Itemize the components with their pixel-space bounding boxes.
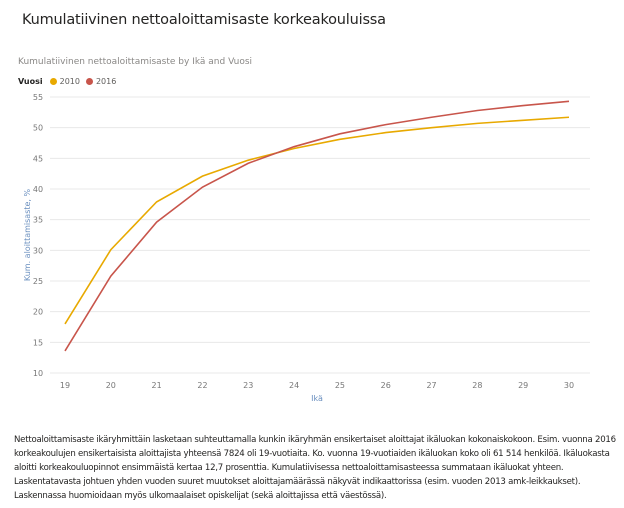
x-tick-label: 23 — [243, 381, 253, 390]
x-tick-label: 25 — [335, 381, 345, 390]
x-tick-label: 27 — [426, 381, 436, 390]
legend-marker-2016 — [85, 78, 93, 85]
y-tick-label: 50 — [33, 124, 43, 133]
x-tick-label: 19 — [60, 381, 70, 390]
x-tick-label: 29 — [518, 381, 528, 390]
legend-item-2016[interactable]: 2016 — [95, 77, 117, 86]
y-tick-label: 45 — [33, 154, 43, 163]
y-tick-label: 35 — [33, 216, 43, 225]
description-line: korkeakoulujen ensikertaisista aloittaji… — [14, 449, 610, 459]
x-tick-label: 30 — [564, 381, 574, 390]
line-chart: 10 15 20 25 30 35 40 45 50 55 19 20 21 22 23 24 25 26 27 28… — [23, 93, 590, 403]
series-line-2010 — [64, 116, 570, 325]
page-title: Kumulatiivinen nettoaloittamisaste korke… — [22, 12, 386, 28]
y-tick-label: 15 — [33, 338, 43, 347]
series-line-2016 — [64, 100, 570, 352]
description-line: Nettoaloittamisaste ikäryhmittäin lasket… — [14, 435, 616, 445]
legend-item-2010[interactable]: 2010 — [59, 77, 80, 86]
legend-title: Vuosi — [18, 77, 43, 86]
y-tick-label: 40 — [33, 185, 43, 194]
x-tick-label: 22 — [197, 381, 207, 390]
x-tick-label: 28 — [472, 381, 482, 390]
x-tick-label: 26 — [381, 381, 391, 390]
y-tick-label: 30 — [33, 246, 43, 255]
x-axis-label: Ikä — [311, 394, 323, 403]
chart-title: Kumulatiivinen nettoaloittamisaste by Ik… — [18, 57, 253, 67]
description: Nettoaloittamisaste ikäryhmittäin lasket… — [14, 433, 620, 503]
description-line: Laskentatavasta johtuen yhden vuoden suu… — [14, 477, 581, 487]
description-line: Laskennassa huomioidaan myös ulkomaalais… — [14, 491, 387, 501]
x-tick-label: 24 — [289, 381, 299, 390]
x-tick-label: 21 — [152, 381, 162, 390]
x-tick-label: 20 — [106, 381, 116, 390]
y-axis-label: Kum. aloittamisaste, % — [23, 188, 32, 281]
y-tick-label: 55 — [33, 93, 43, 102]
y-tick-label: 10 — [33, 369, 43, 378]
y-tick-label: 25 — [33, 277, 43, 286]
legend: Vuosi 2010 2016 — [18, 77, 116, 86]
legend-marker-2010 — [49, 78, 57, 85]
description-line: aloitti korkeakouluopinnot ensimmäistä k… — [14, 463, 564, 473]
y-tick-label: 20 — [33, 308, 43, 317]
